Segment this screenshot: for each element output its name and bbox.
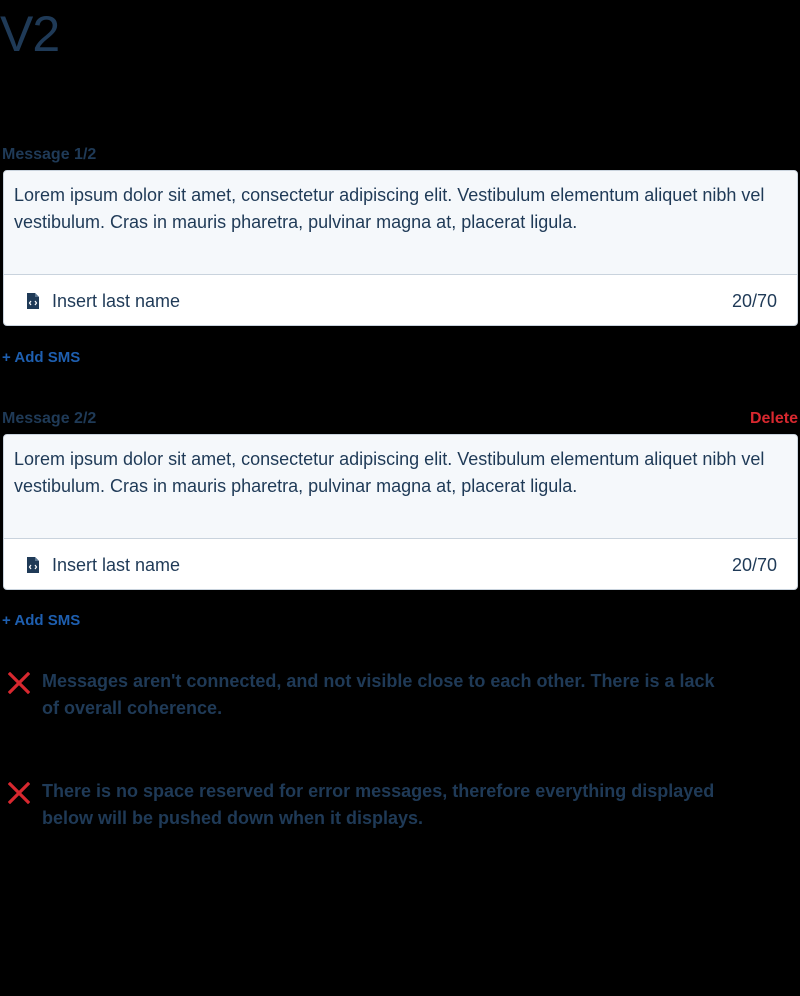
message-box: Lorem ipsum dolor sit amet, consectetur … <box>3 170 798 326</box>
message-label: Message 2/2 <box>2 410 97 427</box>
critique-note-1: Messages aren't connected, and not visib… <box>8 668 728 722</box>
code-file-icon <box>26 556 40 574</box>
code-file-icon <box>26 292 40 310</box>
message-footer: Insert last name 20/70 <box>4 275 797 325</box>
x-icon <box>8 672 30 694</box>
delete-message-link[interactable]: Delete <box>749 410 798 427</box>
character-counter: 20/70 <box>731 555 777 575</box>
insert-last-name-button[interactable]: Insert last name <box>26 551 180 579</box>
note-text: Messages aren't connected, and not visib… <box>42 671 715 718</box>
insert-last-name-label: Insert last name <box>52 554 181 575</box>
insert-last-name-label: Insert last name <box>52 290 181 311</box>
message-box: Lorem ipsum dolor sit amet, consectetur … <box>3 434 798 590</box>
message-textarea[interactable]: Lorem ipsum dolor sit amet, consectetur … <box>4 171 797 275</box>
add-sms-link[interactable]: + Add SMS <box>2 612 81 629</box>
message-footer: Insert last name 20/70 <box>4 539 797 589</box>
page-title: V2 <box>0 6 60 62</box>
message-textarea[interactable]: Lorem ipsum dolor sit amet, consectetur … <box>4 435 797 539</box>
message-label: Message 1/2 <box>2 146 97 163</box>
add-sms-link[interactable]: + Add SMS <box>2 349 81 366</box>
insert-last-name-button[interactable]: Insert last name <box>26 287 180 315</box>
note-text: There is no space reserved for error mes… <box>42 781 715 828</box>
character-counter: 20/70 <box>731 291 777 311</box>
critique-note-2: There is no space reserved for error mes… <box>8 778 728 832</box>
x-icon <box>8 782 30 804</box>
